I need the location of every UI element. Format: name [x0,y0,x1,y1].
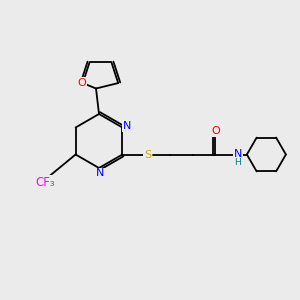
Text: O: O [77,78,86,88]
Text: S: S [144,149,152,160]
Text: O: O [211,126,220,136]
Text: H: H [235,158,241,167]
Text: N: N [123,121,131,131]
Text: N: N [234,149,242,159]
Text: N: N [96,168,105,178]
Text: CF₃: CF₃ [36,176,56,189]
